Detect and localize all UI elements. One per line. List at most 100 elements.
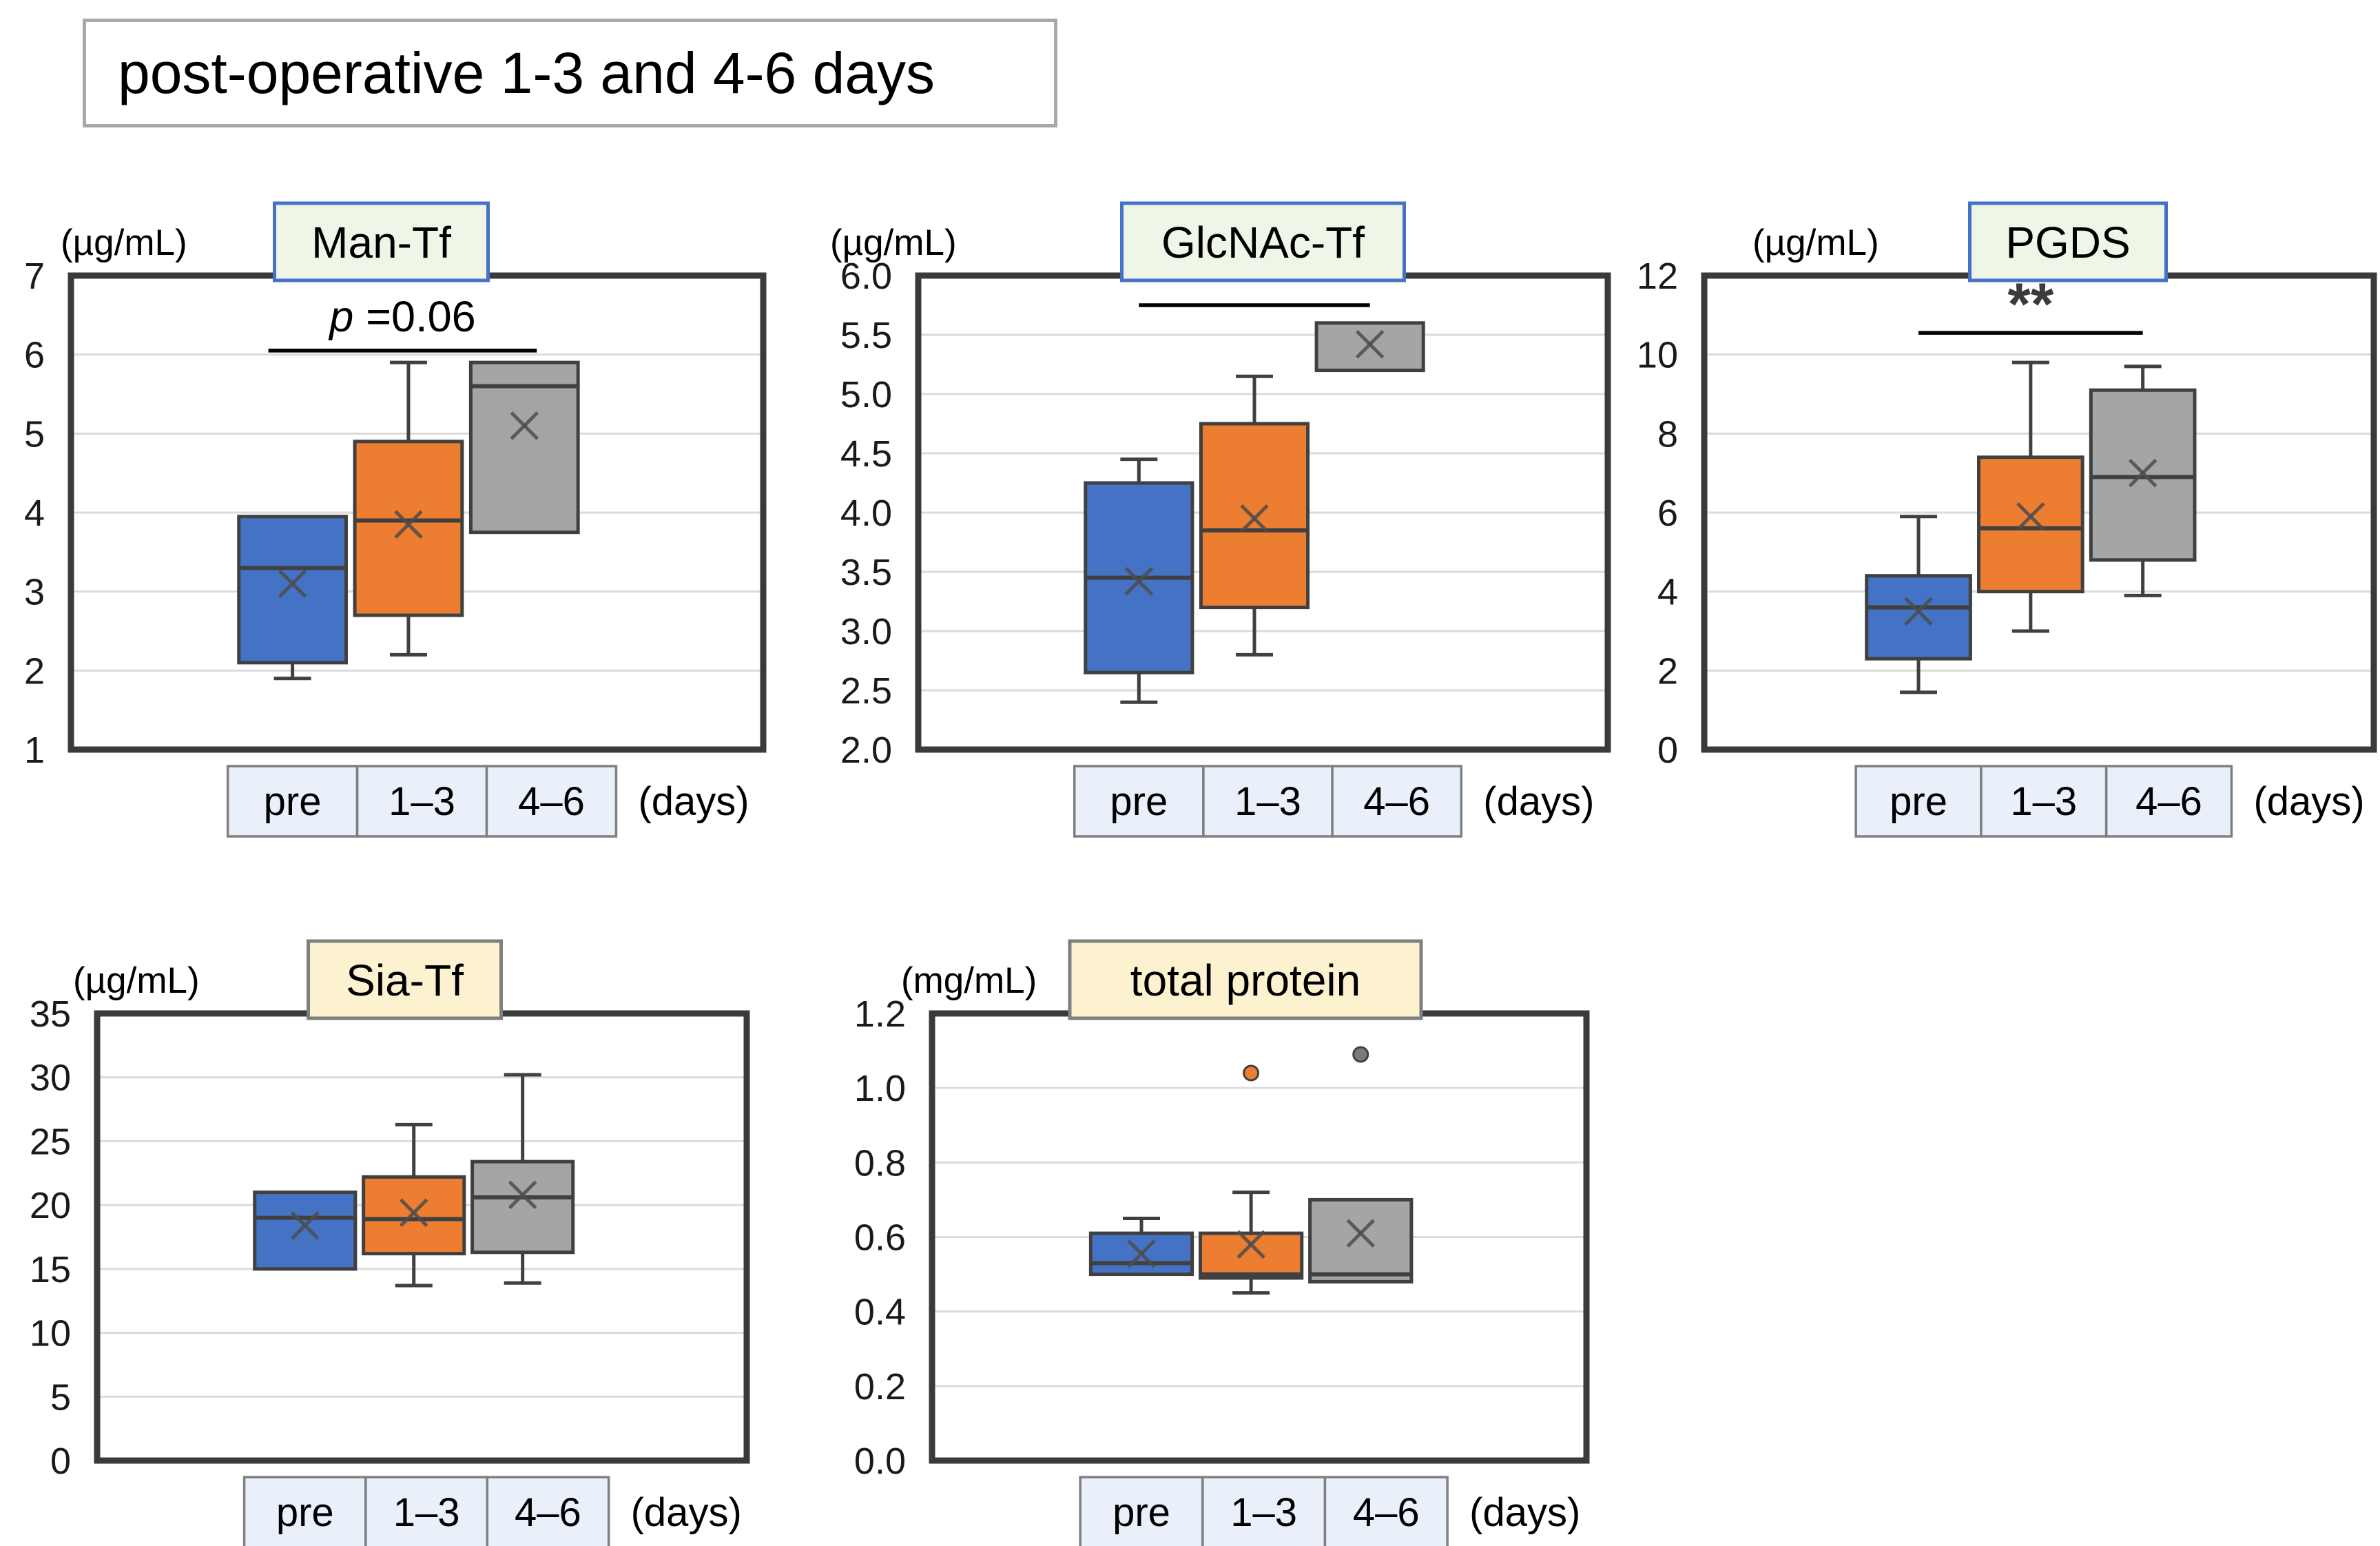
y-tick-label: 3.0: [840, 611, 892, 652]
x-label-box: [1980, 765, 2108, 838]
x-label: pre: [1113, 1490, 1170, 1535]
unit-label: (µg/mL): [61, 223, 187, 263]
box-group-2: [468, 360, 580, 535]
y-tick-label: 12: [1637, 256, 1678, 297]
box-group-0: [1865, 574, 1972, 661]
box-group-2: [1308, 1197, 1414, 1284]
mean-marker: [2128, 458, 2157, 488]
y-tick-label: 2: [24, 650, 45, 692]
mean-marker: [1904, 597, 1933, 626]
days-label: (days): [2253, 779, 2364, 824]
x-label: 1–3: [1230, 1490, 1297, 1535]
y-tick-label: 5: [24, 413, 45, 455]
box-group-0: [237, 515, 348, 665]
x-label-box: [1323, 1476, 1449, 1546]
figure-title: post-operative 1-3 and 4-6 days: [118, 40, 935, 105]
x-label: 4–6: [1353, 1490, 1420, 1535]
y-tick-label: 4: [24, 493, 45, 534]
y-tick-label: 5: [50, 1377, 71, 1418]
chart-sia-tf: 0 5 10 15 20 25 30 35 Sia-Tf (µg/mL) pre 1–3 4–6 (day…: [30, 939, 750, 1546]
days-label: (days): [638, 779, 749, 824]
x-label: 1–3: [389, 779, 455, 824]
y-tick-label: 15: [30, 1249, 71, 1290]
y-tick-label: 6.0: [840, 256, 892, 297]
mean-marker: [2016, 502, 2045, 531]
x-label-box: [1331, 765, 1463, 838]
y-tick-label: 0.6: [854, 1217, 906, 1259]
y-tick-label: 8: [1657, 413, 1678, 455]
y-tick-label: 4.5: [840, 433, 892, 475]
y-tick-label: 5.0: [840, 374, 892, 415]
chart-glcnac-tf: 2.02.53.03.54.04.55.05.56.0**GlcNAc-Tf(µ…: [830, 201, 1611, 838]
unit-label: (mg/mL): [901, 960, 1037, 1001]
x-label: 1–3: [393, 1490, 460, 1535]
mean-marker: [1240, 504, 1269, 533]
chart-title: GlcNAc-Tf: [1161, 218, 1365, 267]
y-tick-label: 30: [30, 1058, 71, 1099]
x-label: pre: [1890, 779, 1947, 824]
x-label-box: [2104, 765, 2233, 838]
mean-marker: [290, 1211, 320, 1240]
y-tick-label: 6: [24, 335, 45, 376]
y-tick-label: 2: [1657, 650, 1678, 692]
chart-pgds: 0 2 4 6 8 10 12 **PGDS (µg/mL) pre 1–3 4–6 (days): [1637, 201, 2377, 838]
chart-title-box: [1120, 201, 1406, 282]
y-tick-label: 3: [24, 572, 45, 613]
mean-marker: [510, 411, 539, 440]
x-label: 1–3: [2010, 779, 2077, 824]
mean-marker: [1355, 329, 1385, 359]
x-label: 4–6: [1363, 779, 1430, 824]
significance-label: **: [2007, 271, 2053, 338]
x-label: 4–6: [515, 1490, 581, 1535]
x-label-box: [485, 765, 618, 838]
y-tick-label: 6: [1657, 493, 1678, 534]
mean-marker: [1236, 1230, 1265, 1259]
chart-title: Man-Tf: [311, 218, 451, 267]
y-tick-label: 1.2: [854, 993, 906, 1035]
chart-title: total protein: [1130, 956, 1360, 1005]
chart-title: Sia-Tf: [346, 956, 464, 1005]
y-tick-label: 1.0: [854, 1068, 906, 1109]
box-group-1: [353, 440, 464, 617]
days-label: (days): [631, 1490, 742, 1535]
outlier-point: [1352, 1046, 1369, 1063]
mean-marker: [278, 569, 307, 598]
box-group-1: [362, 1175, 466, 1256]
mean-marker: [1127, 1239, 1156, 1268]
box-group-1: [1199, 1231, 1304, 1280]
mean-marker: [1346, 1219, 1376, 1248]
y-tick-label: 25: [30, 1121, 71, 1162]
x-label: pre: [264, 779, 322, 824]
y-tick-label: 0.0: [854, 1441, 906, 1482]
y-tick-label: 2.5: [840, 670, 892, 712]
y-tick-label: 20: [30, 1185, 71, 1226]
mean-marker: [399, 1198, 428, 1228]
box-group-2: [470, 1160, 575, 1255]
y-tick-label: 0.4: [854, 1292, 906, 1333]
y-tick-label: 2.0: [840, 730, 892, 771]
box-group-1: [1199, 422, 1310, 610]
chart-title-box: [1068, 939, 1423, 1020]
days-label: (days): [1469, 1490, 1580, 1535]
mean-marker: [394, 510, 423, 539]
y-tick-label: 4.0: [840, 493, 892, 534]
y-tick-label: 3.5: [840, 552, 892, 593]
unit-label: (µg/mL): [830, 223, 957, 263]
x-label: 4–6: [518, 779, 585, 824]
x-label-box: [226, 765, 359, 838]
days-label: (days): [1483, 779, 1594, 824]
box-group-1: [1977, 455, 2084, 594]
y-tick-label: 0.2: [854, 1366, 906, 1408]
chart-title-box: [307, 939, 503, 1020]
y-tick-label: 4: [1657, 572, 1678, 613]
figure-title-box: post-operative 1-3 and 4-6 days: [83, 19, 1057, 127]
y-tick-label: 7: [24, 256, 45, 297]
x-label-box: [1854, 765, 1983, 838]
x-label: pre: [1110, 779, 1168, 824]
mean-marker: [508, 1180, 537, 1210]
chart-title-box: [1968, 201, 2168, 282]
unit-label: (µg/mL): [73, 960, 200, 1001]
y-tick-label: 10: [1637, 335, 1678, 376]
chart-man-tf: 1 2 3 4 5 6 7 p =0.06 Man-Tf (µg/mL) pre 1–3 4–6 (days…: [24, 201, 767, 838]
